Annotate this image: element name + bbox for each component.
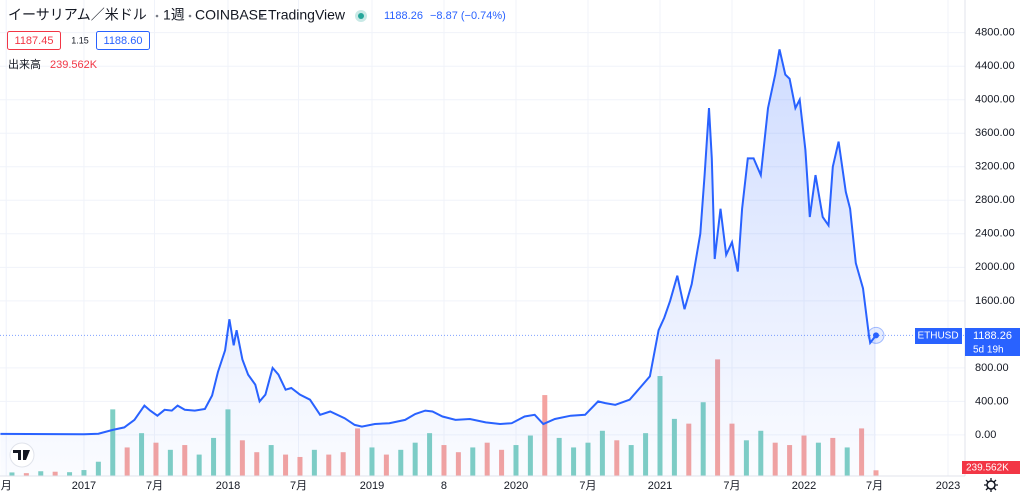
y-tick-label: 0.00 bbox=[975, 429, 996, 441]
volume-box bbox=[962, 461, 1020, 474]
separator bbox=[155, 14, 159, 18]
x-tick-label: 2022 bbox=[792, 480, 816, 492]
price-line bbox=[0, 49, 877, 436]
y-tick-label: 1600.00 bbox=[975, 295, 1015, 307]
spread: 1.15 bbox=[71, 35, 89, 45]
volume-value: 239.562K bbox=[50, 59, 98, 71]
last-price: 1188.26 bbox=[384, 10, 423, 22]
x-tick-label: 2023 bbox=[936, 480, 960, 492]
change: −8.87 (−0.74%) bbox=[430, 10, 506, 22]
axis-price: 1188.26 bbox=[973, 330, 1012, 342]
x-tick-label: 2018 bbox=[216, 480, 240, 492]
symbol: ETHUSD bbox=[917, 331, 958, 342]
y-tick-label: 3600.00 bbox=[975, 127, 1015, 139]
y-tick-label: 4400.00 bbox=[975, 60, 1015, 72]
y-tick-label: 3200.00 bbox=[975, 161, 1015, 173]
countdown: 5d 19h bbox=[973, 345, 1004, 356]
x-tick-label: 月 bbox=[1, 480, 12, 492]
interval: 1週 bbox=[163, 7, 185, 23]
bid-box[interactable] bbox=[7, 31, 61, 50]
last-point bbox=[873, 332, 880, 339]
ask-box[interactable] bbox=[96, 31, 150, 50]
grid bbox=[0, 0, 965, 476]
volume-axis-label: 239.562K bbox=[966, 463, 1009, 474]
x-tick-label: 7月 bbox=[723, 480, 740, 492]
x-tick-label: 2019 bbox=[360, 480, 384, 492]
ask[interactable]: 1188.60 bbox=[104, 35, 143, 47]
x-tick-label: 2021 bbox=[648, 480, 672, 492]
x-tick-label: 7月 bbox=[146, 480, 163, 492]
bid[interactable]: 1187.45 bbox=[15, 35, 54, 47]
x-tick-label: 8 bbox=[441, 480, 447, 492]
x-tick-label: 7月 bbox=[290, 480, 307, 492]
volume-name: 出来高 bbox=[8, 57, 41, 71]
x-tick-label: 7月 bbox=[579, 480, 596, 492]
y-tick-label: 2800.00 bbox=[975, 194, 1015, 206]
axes: 0.00 400.00 800.00 1600.00 2000.00 2400.00 280… bbox=[1, 27, 1015, 492]
separator bbox=[188, 14, 192, 18]
y-tick-label: 4800.00 bbox=[975, 27, 1015, 39]
title: イーサリアム／米ドル bbox=[8, 7, 147, 23]
y-tick-label: 400.00 bbox=[975, 395, 1009, 407]
x-tick-label: 2017 bbox=[72, 480, 96, 492]
plot bbox=[0, 49, 965, 477]
x-tick-label: 7月 bbox=[866, 480, 883, 492]
source: TradingView bbox=[268, 7, 346, 23]
y-tick-label: 2000.00 bbox=[975, 261, 1015, 273]
symbol-box bbox=[915, 328, 962, 344]
separator bbox=[260, 14, 264, 18]
settings-icon[interactable] bbox=[984, 478, 998, 492]
logo[interactable] bbox=[9, 442, 35, 468]
x-tick-label: 2020 bbox=[504, 480, 528, 492]
volume-bar bbox=[873, 470, 879, 476]
exchange: COINBASE bbox=[195, 7, 267, 23]
y-tick-label: 4000.00 bbox=[975, 94, 1015, 106]
y-tick-label: 2400.00 bbox=[975, 228, 1015, 240]
price-box bbox=[965, 328, 1020, 356]
y-tick-label: 800.00 bbox=[975, 362, 1009, 374]
status-dot bbox=[358, 13, 364, 19]
